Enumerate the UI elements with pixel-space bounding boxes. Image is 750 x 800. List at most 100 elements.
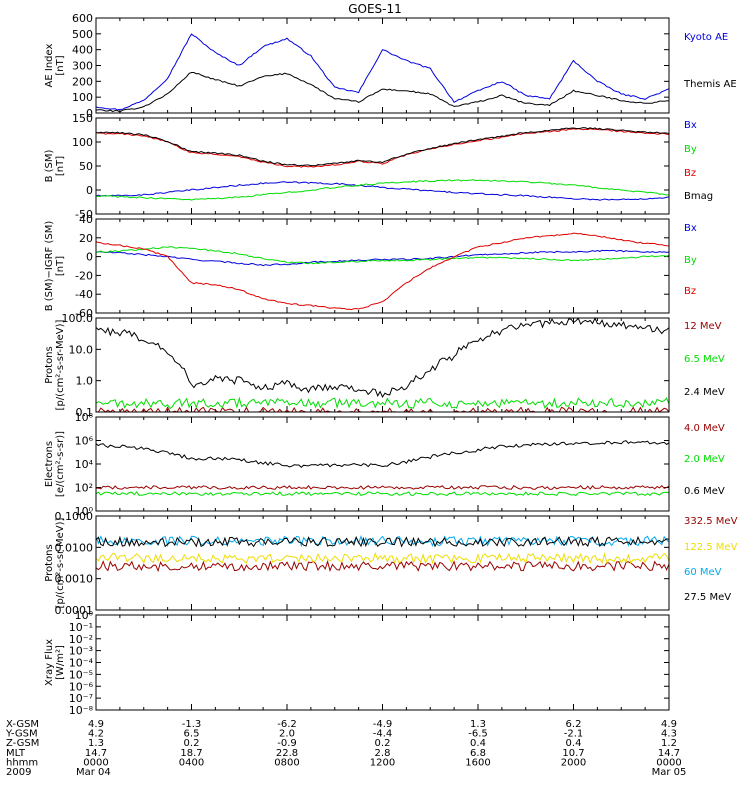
y-axis-label: B (SM)−IGRF (SM)	[44, 221, 55, 312]
row-value: 4.2	[88, 729, 104, 740]
y-tick-label: 50	[79, 160, 93, 173]
y-tick-label: 10⁸	[75, 411, 94, 424]
legend-2-0-mev: 2.0 MeV	[684, 454, 725, 465]
y-tick-label: -20	[75, 269, 93, 282]
legend-2-4-mev: 2.4 MeV	[684, 387, 725, 398]
y-tick-label: 0.0001	[55, 604, 94, 617]
row-value: -6.2	[277, 719, 297, 730]
legend-12-mev: 12 MeV	[684, 321, 722, 332]
panel-frame	[95, 317, 670, 413]
y-axis-label: [nT]	[55, 156, 66, 176]
y-axis-label: Protons	[44, 346, 55, 383]
y-tick-label: 10⁰	[75, 505, 94, 518]
end-date: Mar 05	[652, 767, 687, 778]
row-label-hhmm: hhmm	[6, 757, 38, 768]
start-date: Mar 04	[76, 767, 111, 778]
panel-4: 0.1 1.0 10.0 100.0 Protons [p/(cm²-s-sr-MeV)]…	[44, 312, 725, 419]
legend-122-5-mev: 122.5 MeV	[684, 542, 738, 553]
panel-frame	[95, 416, 670, 512]
row-value: 6.5	[184, 729, 200, 740]
row-value: -4.9	[373, 719, 393, 730]
panel-frame	[95, 17, 670, 114]
legend-bz: Bz	[684, 168, 696, 179]
row-value: 1.3	[470, 719, 486, 730]
y-axis-label: [p/(cm²-s-sr-MeV)]	[55, 517, 66, 608]
series-4-0-mev-line	[96, 484, 670, 490]
panel-3: -60 -40 -20 0 20 40 B (SM)−IGRF (SM) [nT] Bx By Bz	[44, 213, 697, 320]
series-122-5-mev-line	[95, 552, 670, 565]
row-value: 10.7	[562, 748, 584, 759]
y-axis-label: B (SM)	[44, 149, 55, 182]
y-axis-label: Protons	[44, 544, 55, 581]
row-value: 2.8	[375, 748, 391, 759]
panel-2: -50 0 50 100 150 B (SM) [nT] Bx By Bz Bmag	[44, 112, 713, 221]
series-bx-line	[95, 181, 670, 201]
legend-bmag: Bmag	[684, 191, 713, 202]
row-value: 4.9	[661, 719, 677, 730]
series-2-4-mev-line	[95, 316, 670, 398]
panel-5: 10⁰ 10² 10⁴ 10⁶ 10⁸ Electrons [e/(cm²-s-sr)] 4.…	[44, 411, 725, 518]
row-label-z-gsm: Z-GSM	[6, 738, 39, 749]
row-value: 14.7	[85, 748, 107, 759]
series-by-line	[95, 179, 670, 201]
row-value: 2.0	[279, 729, 295, 740]
row-value: 1.2	[661, 738, 677, 749]
row-value: 0400	[179, 757, 204, 768]
row-label-y-gsm: Y-GSM	[5, 729, 38, 740]
row-value: 1600	[465, 757, 490, 768]
row-value: 1200	[370, 757, 395, 768]
legend-332-5-mev: 332.5 MeV	[684, 516, 738, 527]
y-tick-label: 10⁻¹	[69, 621, 93, 634]
legend-0-6-mev: 0.6 MeV	[684, 486, 725, 497]
row-value: 1.3	[88, 738, 104, 749]
y-tick-label: 600	[72, 12, 93, 25]
y-tick-label: 0.0100	[55, 541, 94, 554]
legend-by: By	[684, 255, 697, 266]
y-tick-label: 40	[79, 213, 93, 226]
panel-frame	[95, 614, 670, 711]
y-tick-label: 100	[72, 136, 93, 149]
row-value: -6.5	[468, 729, 488, 740]
y-tick-label: 0.1	[76, 406, 94, 419]
y-tick-label: 0	[86, 107, 93, 120]
series-bmag-line	[95, 127, 670, 167]
legend-6-5-mev: 6.5 MeV	[684, 354, 725, 365]
legend-bz: Bz	[684, 286, 696, 297]
y-tick-label: 0	[86, 184, 93, 197]
row-value: 4.9	[88, 719, 104, 730]
y-tick-label: 400	[72, 44, 93, 57]
panel-frame	[95, 515, 670, 611]
y-tick-label: 10⁻²	[69, 633, 93, 646]
y-axis-label: [nT]	[55, 256, 66, 276]
row-value: -1.3	[182, 719, 202, 730]
row-value: 0000	[656, 757, 681, 768]
row-value: 6.8	[470, 748, 486, 759]
row-value: 22.8	[276, 748, 298, 759]
y-axis-label: [nT]	[55, 55, 66, 75]
y-tick-label: 10⁶	[75, 435, 94, 448]
row-value: 0.2	[375, 738, 391, 749]
row-value: 0.4	[566, 738, 582, 749]
y-tick-label: 500	[72, 28, 93, 41]
series-0-6-mev-line	[95, 440, 670, 468]
y-axis-label: [p/(cm²-s-sr-MeV)]	[55, 319, 66, 410]
y-axis-label: Xray Flux	[44, 639, 55, 686]
series-6-5-mev-line	[95, 396, 670, 410]
row-value: 0.4	[470, 738, 486, 749]
y-axis-label: Electrons	[44, 441, 55, 487]
y-tick-label: 150	[72, 112, 93, 125]
y-tick-label: 0.0010	[55, 573, 94, 586]
panel-frame	[95, 117, 670, 215]
panel-6: 0.0001 0.0010 0.0100 0.1000 Protons [p/(cm²-s…	[44, 510, 738, 617]
legend-27-5-mev: 27.5 MeV	[684, 592, 731, 603]
y-tick-label: 300	[72, 60, 93, 73]
row-value: 6.2	[566, 719, 582, 730]
row-label-x-gsm: X-GSM	[6, 719, 39, 730]
legend-themis-ae: Themis AE	[683, 79, 737, 90]
series-27-5-mev-line	[95, 535, 670, 548]
y-tick-label: 10⁻³	[69, 645, 93, 658]
row-value: -4.4	[373, 729, 393, 740]
